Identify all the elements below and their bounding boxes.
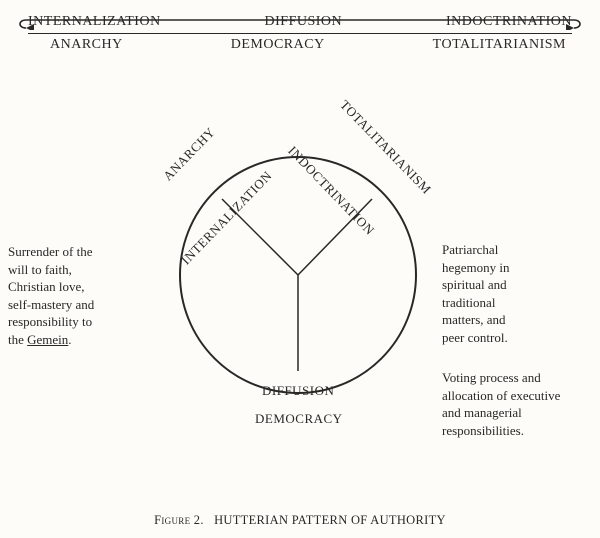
header-spectrum: INTERNALIZATION DIFFUSION INDOCTRINATION… [0, 0, 600, 53]
circle-diagram-area: ANARCHY TOTALITARIANISM DEMOCRACY INTERN… [0, 53, 600, 473]
header-democracy: DEMOCRACY [231, 37, 325, 53]
header-totalitarianism: TOTALITARIANISM [433, 37, 572, 53]
caption-title: HUTTERIAN PATTERN OF AUTHORITY [214, 513, 446, 527]
side-text-left: Surrender of thewill to faith,Christian … [8, 243, 123, 348]
header-diffusion: DIFFUSION [265, 14, 343, 30]
header-anarchy: ANARCHY [28, 37, 123, 53]
header-row-1: INTERNALIZATION DIFFUSION INDOCTRINATION [28, 14, 572, 30]
header-row-2: ANARCHY DEMOCRACY TOTALITARIANISM [28, 37, 572, 53]
outer-label-democracy: DEMOCRACY [255, 411, 343, 427]
inner-label-diffusion: DIFFUSION [262, 383, 334, 399]
header-indoctrination: INDOCTRINATION [446, 14, 572, 30]
side-text-right-bottom: Voting process andallocation of executiv… [442, 369, 597, 439]
header-divider [28, 33, 572, 34]
figure-caption: Figure 2. HUTTERIAN PATTERN OF AUTHORITY [0, 513, 600, 528]
header-internalization: INTERNALIZATION [28, 14, 161, 30]
side-text-right-top: Patriarchalhegemony inspiritual andtradi… [442, 241, 552, 346]
caption-label: Figure 2. [154, 513, 204, 527]
